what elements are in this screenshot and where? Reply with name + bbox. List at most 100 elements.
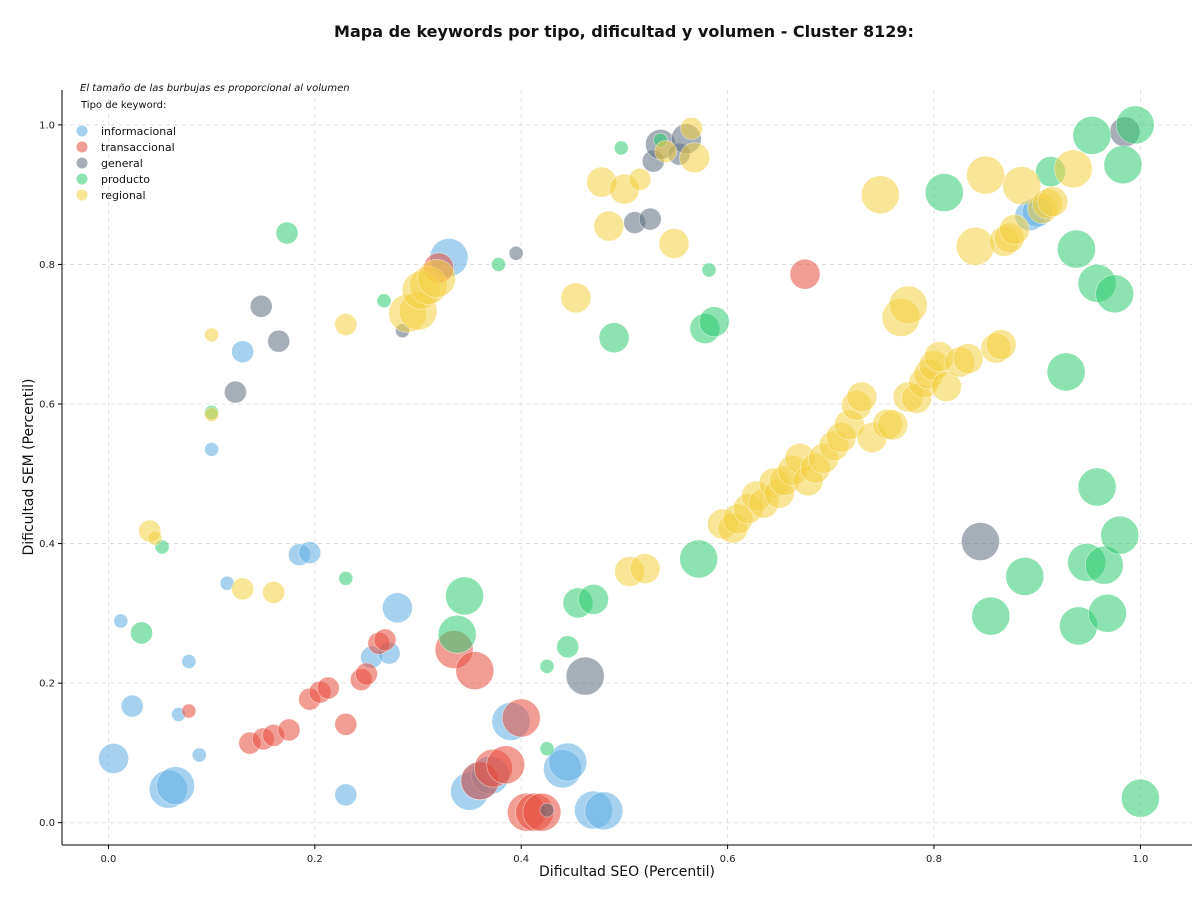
legend-marker-regional [76,189,88,201]
bubble-producto: producto (0.47, 0.32) [578,584,609,615]
bubble-producto: producto (0.445, 0.252) [556,635,580,659]
bubble-producto: producto (0.81, 0.903) [924,173,964,212]
bubble-informacional: informacional (0.078, 0.231) [181,654,197,669]
bubble-producto: producto (0.572, 0.378) [679,539,719,579]
bubble-transaccional: transaccional (0.355, 0.218) [455,651,495,690]
bubble-regional: regional (0.453, 0.752) [560,282,592,314]
bubble-producto: producto (0.958, 0.481) [1077,467,1117,507]
bubble-informacional: informacional (0.195, 0.387) [298,541,322,564]
bubble-producto: producto (0.338, 0.27) [437,614,477,654]
bubble-producto: producto (0.173, 0.845) [275,221,299,245]
x-tick-label: 0.6 [720,854,736,865]
y-tick-label: 0.4 [39,539,55,550]
bubble-informacional: informacional (0.005, 0.092) [98,743,129,774]
bubble-regional: regional (0.885, 0.913) [1002,166,1042,205]
bubble-regional: regional (0.045, 0.408) [147,530,163,546]
bubble-transaccional: transaccional (0.213, 0.193) [316,676,340,700]
bubble-producto: producto (1, 0.035) [1121,778,1160,818]
bubble-regional: regional (0.13, 0.335) [231,577,254,601]
bubble-regional: regional (0.1, 0.585) [204,407,219,422]
bubble-regional: regional (0.84, 0.826) [955,227,995,266]
bubble-producto: producto (0.425, 0.224) [539,659,555,674]
y-axis-title: Dificultad SEM (Percentil) [21,379,37,556]
legend: informacional transaccional general product… [76,125,176,202]
bubble-regional: regional (0.812, 0.625) [931,371,962,402]
bubble-general: general (0.123, 0.617) [224,380,247,404]
bubble-regional: regional (0.515, 0.922) [628,168,652,191]
x-tick-label: 0.4 [513,854,529,865]
bubble-transaccional: transaccional (0.385, 0.083) [486,745,526,785]
bubble-regional: regional (0.1, 0.699) [204,327,219,343]
bubble-transaccional: transaccional (0.175, 0.133) [277,718,301,742]
bubble-regional: regional (0.565, 0.995) [680,117,703,140]
bubble-regional: regional (0.318, 0.78) [417,259,456,298]
bubble-regional: regional (0.73, 0.61) [846,381,878,413]
chart-title: Mapa de keywords por tipo, dificultad y … [334,22,914,41]
bubble-producto: producto (0.975, 0.758) [1095,274,1134,314]
legend-title: Tipo de keyword: [80,100,166,111]
bubble-producto: producto (0.378, 0.8) [491,257,506,272]
bubble-producto: producto (0.968, 0.3) [1088,593,1127,633]
bubble-regional: regional (0.568, 0.953) [679,142,710,173]
bubble-regional: regional (0.775, 0.742) [888,285,928,325]
legend-label-general: general [101,157,143,170]
bubble-general: general (0.525, 0.865) [638,207,662,231]
bubble-regional: regional (0.878, 0.85) [999,214,1030,245]
bubble-regional: regional (0.915, 0.89) [1037,186,1068,217]
bubble-informacional: informacional (0.23, 0.04) [334,783,358,807]
bubble-informacional: informacional (0.445, 0.087) [548,742,588,782]
bubble-regional: regional (0.54, 0.962) [654,140,678,163]
bubble-informacional: informacional (0.28, 0.308) [382,592,413,624]
bubble-informacional: informacional (0.1, 0.535) [204,442,219,457]
legend-marker-general [76,157,88,169]
bubble-transaccional: transaccional (0.078, 0.16) [181,703,197,719]
bubble-transaccional: transaccional (0.25, 0.213) [355,662,378,686]
x-tick-label: 1.0 [1132,854,1148,865]
x-tick-label: 0.2 [307,854,323,865]
bubble-general: general (0.462, 0.21) [565,656,605,696]
y-tick-label: 0.6 [39,400,55,411]
bubble-producto: producto (0.938, 0.822) [1057,229,1096,269]
bubble-informacional: informacional (0.023, 0.167) [120,694,144,718]
bubble-size-note: El tamaño de las burbujas es proporciona… [80,83,350,94]
bubble-transaccional: transaccional (0.23, 0.141) [334,712,358,736]
x-tick-label: 0.8 [926,854,942,865]
y-tick-label: 0.2 [39,679,55,690]
bubble-producto: producto (0.23, 0.35) [338,571,354,586]
bubble-producto: producto (0.888, 0.353) [1005,557,1045,596]
bubble-regional: regional (0.548, 0.83) [658,228,690,259]
bubble-producto: producto (0.953, 0.985) [1072,116,1112,155]
bubble-transaccional: transaccional (0.675, 0.786) [789,258,821,290]
bubble-general: general (0.425, 0.018) [539,802,555,818]
bubble-regional: regional (0.76, 0.57) [877,409,909,441]
bubble-regional: regional (0.85, 0.928) [966,155,1005,195]
legend-label-regional: regional [101,189,146,202]
bubble-informacional: informacional (0.48, 0.017) [584,791,624,831]
bubble-producto: producto (0.425, 0.106) [539,741,555,757]
legend-marker-producto [76,173,88,185]
bubble-producto: producto (0.983, 0.943) [1103,145,1143,184]
axes-layer [61,90,1192,846]
bubble-regional: regional (0.833, 0.665) [952,343,984,374]
bubble-producto: producto (0.49, 0.695) [598,322,630,354]
bubble-informacional: informacional (0.065, 0.053) [156,766,195,806]
bubble-informacional: informacional (0.088, 0.097) [192,747,207,763]
bubble-regional: regional (0.748, 0.9) [860,175,900,214]
grid-layer [62,90,1192,845]
bubble-regional: regional (0.865, 0.685) [985,329,1017,361]
bubble-producto: producto (0.587, 0.718) [698,306,730,338]
bubble-informacional: informacional (0.13, 0.675) [231,340,254,364]
ticks-layer: 0.0 0.2 0.4 0.6 0.8 1.0 0.0 0.2 0.4 0.6 0.8 1.0 [39,120,1148,865]
bubble-informacional: informacional (0.012, 0.289) [113,613,129,629]
bubble-producto: producto (0.497, 0.967) [613,140,629,156]
bubble-general: general (0.845, 0.403) [961,522,1000,561]
bubble-transaccional: transaccional (0.268, 0.262) [373,628,397,652]
y-tick-label: 0.8 [39,260,55,271]
bubble-regional: regional (0.935, 0.937) [1054,149,1093,189]
y-tick-label: 1.0 [39,120,55,131]
legend-marker-informacional [76,125,88,137]
bubbles-layer: informacional (0.005, 0.092) informaciona… [98,105,1160,832]
legend-label-transaccional: transaccional [101,141,175,154]
